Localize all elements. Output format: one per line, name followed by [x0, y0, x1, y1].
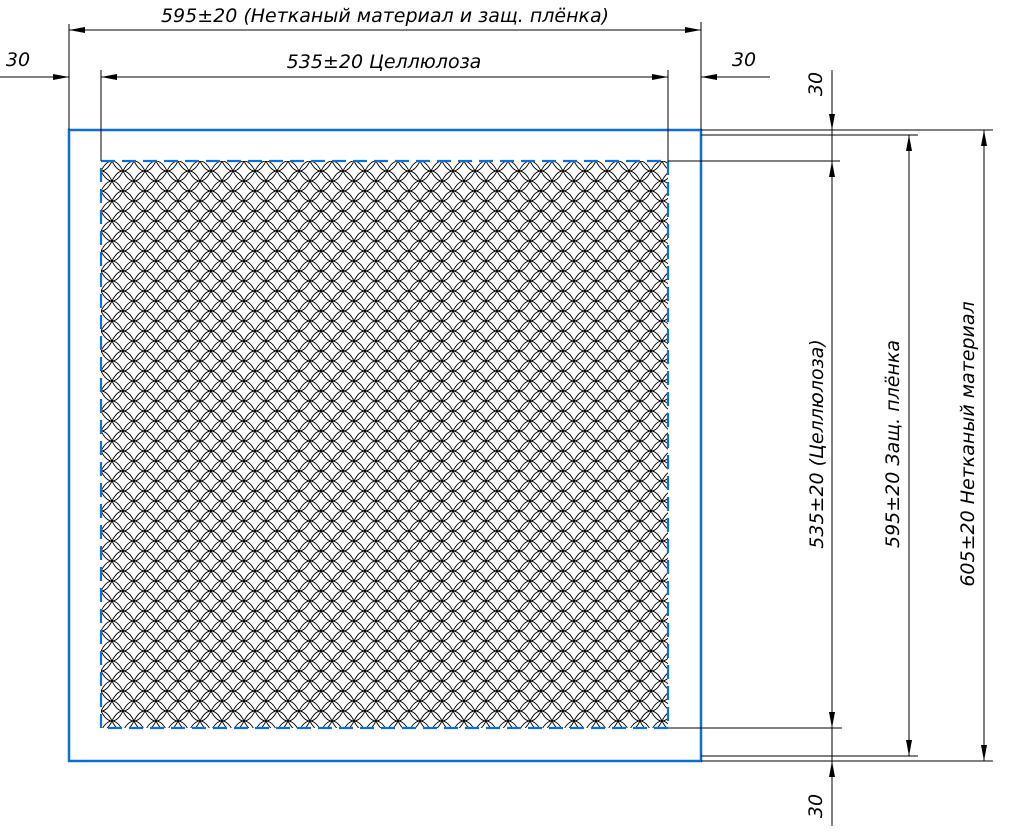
dim-label-right-cellulose: 535±20 (Целлюлоза): [806, 339, 828, 548]
dim-label-top-right-offset: 30: [732, 49, 756, 71]
top-dimensions: [0, 22, 770, 161]
dim-label-right-bottom-offset: 30: [805, 794, 827, 818]
right-dimensions: [668, 70, 993, 826]
outer-material-outline: [67, 128, 703, 763]
cellulose-mesh-fill: [101, 161, 668, 728]
dim-label-right-top-offset: 30: [805, 72, 827, 96]
dim-label-top-left-offset: 30: [6, 49, 30, 71]
cellulose-outline: [99, 159, 670, 730]
dim-label-top-cellulose: 535±20 Целлюлоза: [287, 51, 482, 73]
dim-label-right-nonwoven: 605±20 Нетканый материал: [957, 301, 979, 586]
dim-label-top-total: 595±20 (Нетканый материал и защ. плёнка): [161, 5, 609, 27]
dim-label-right-film: 595±20 Защ. плёнка: [882, 340, 904, 548]
